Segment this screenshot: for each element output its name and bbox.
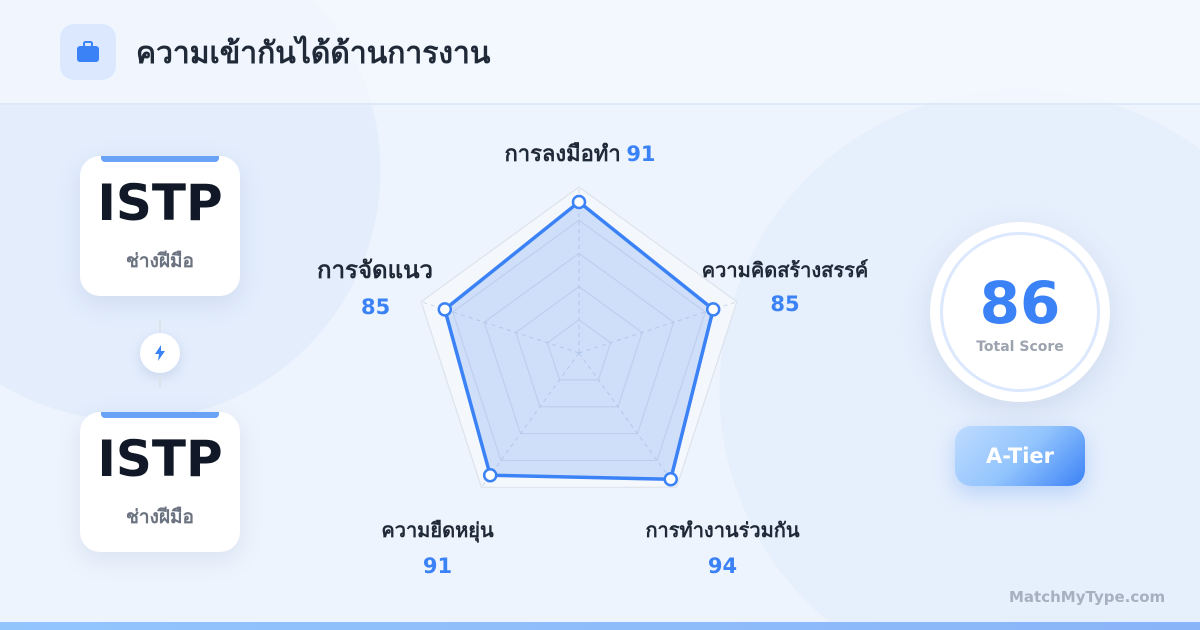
page-title: ความเข้ากันได้ด้านการงาน	[136, 36, 491, 71]
grid-ring	[546, 319, 612, 381]
grid-ring	[483, 252, 675, 435]
card-accent-bar	[101, 412, 219, 418]
axis-value: 85	[770, 292, 800, 316]
axis-title: ความยืดหยุ่น	[381, 518, 494, 542]
type-name: ช่างฝีมือ	[126, 250, 194, 272]
axis-value: 91	[422, 554, 453, 578]
card-accent-bar	[101, 156, 219, 162]
total-score-circle: 86 Total Score	[930, 222, 1110, 402]
axis-title: การทำงานร่วมกัน	[645, 518, 800, 542]
grid-ring	[451, 219, 707, 462]
grid-spoke	[481, 352, 580, 488]
axis-label-2: การทำงานร่วมกัน 94	[620, 514, 825, 578]
total-score-label: Total Score	[976, 339, 1064, 355]
data-point	[437, 302, 453, 317]
data-point	[571, 194, 587, 210]
grid-ring	[515, 285, 643, 408]
type-card-2: ISTP ช่างฝีมือ	[80, 412, 240, 552]
axis-label-3: ความยืดหยุ่น 91	[350, 514, 525, 578]
total-score-value: 86	[979, 269, 1061, 337]
axis-title: การจัดแนว	[317, 256, 433, 284]
bottom-accent-bar	[0, 622, 1200, 630]
axis-label-0: การลงมือทำ 91	[440, 136, 720, 171]
tier-badge: A-Tier	[955, 426, 1085, 486]
type-code: ISTP	[97, 430, 223, 488]
lightning-icon	[140, 333, 180, 373]
briefcase-icon	[60, 24, 116, 80]
data-point	[705, 302, 721, 317]
type-code: ISTP	[97, 174, 223, 232]
axis-title: การลงมือทำ	[504, 142, 621, 167]
axis-label-1: ความคิดสร้างสรรค์ 85	[680, 254, 890, 316]
axis-value: 91	[626, 142, 656, 166]
grid-spoke	[578, 352, 677, 488]
header: ความเข้ากันได้ด้านการงาน	[0, 0, 1200, 105]
data-point	[663, 471, 678, 487]
axis-value: 85	[361, 295, 391, 319]
connector-line	[159, 320, 161, 332]
axis-label-4: การจัดแนว 85	[295, 250, 455, 319]
connector-line	[159, 376, 161, 388]
type-card-1: ISTP ช่างฝีมือ	[80, 156, 240, 296]
type-name: ช่างฝีมือ	[126, 506, 194, 528]
data-area	[443, 200, 715, 481]
grid-ring	[420, 186, 738, 488]
axis-title: ความคิดสร้างสรรค์	[701, 258, 869, 282]
data-point	[482, 467, 498, 483]
axis-value: 94	[707, 554, 738, 578]
brand-watermark: MatchMyType.com	[1009, 588, 1166, 606]
